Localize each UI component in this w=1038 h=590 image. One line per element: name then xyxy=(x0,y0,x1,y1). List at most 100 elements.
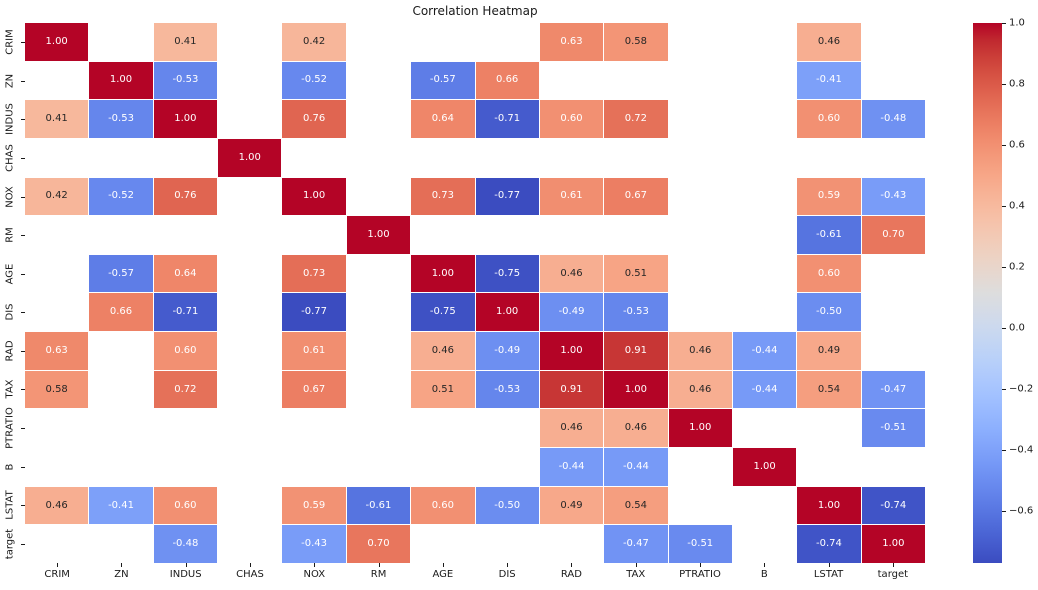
heatmap-cell: 0.60 xyxy=(797,100,861,138)
heatmap-cell: 1.00 xyxy=(25,23,89,61)
y-tick-mark xyxy=(21,389,25,391)
y-axis-label: CRIM xyxy=(4,29,16,56)
heatmap-cell xyxy=(475,23,539,61)
heatmap-cell xyxy=(732,177,797,216)
heatmap-cell: -0.74 xyxy=(861,486,925,525)
x-axis-label: AGE xyxy=(432,569,454,580)
heatmap-cell xyxy=(218,23,282,61)
heatmap-cell xyxy=(797,409,861,448)
heatmap-cell xyxy=(668,254,732,293)
x-tick-mark xyxy=(57,563,59,567)
heatmap-cell xyxy=(604,138,668,177)
heatmap-cell: 1.00 xyxy=(797,486,861,525)
heatmap-cell: -0.51 xyxy=(861,409,925,448)
heatmap-cell: 0.41 xyxy=(153,23,218,61)
y-axis-label: DIS xyxy=(4,303,16,321)
y-tick-mark xyxy=(21,158,25,159)
heatmap-cell: -0.50 xyxy=(797,293,861,332)
x-tick-mark xyxy=(314,563,316,567)
heatmap-cell xyxy=(89,23,153,61)
colorbar-tick-label: −0.6 xyxy=(1009,505,1034,517)
heatmap-cell: -0.41 xyxy=(89,486,153,525)
y-axis-label: target xyxy=(4,528,16,559)
heatmap-cell xyxy=(346,61,411,100)
heatmap-grid: 1.00 0.41 0.42 0.63 0.58 0.46 1.00 -0.53 -0.52 -0… xyxy=(25,23,925,563)
y-axis-label: INDUS xyxy=(4,103,16,136)
heatmap-cell: 0.60 xyxy=(797,254,861,293)
heatmap-cell: 0.66 xyxy=(89,293,153,332)
heatmap-cell: 0.54 xyxy=(604,486,668,525)
heatmap-cell xyxy=(282,448,346,486)
heatmap-cell: 0.61 xyxy=(539,177,604,216)
y-axis-label: RAD xyxy=(4,340,16,362)
heatmap-cell: 0.60 xyxy=(411,486,475,525)
heatmap-cell xyxy=(732,293,797,332)
heatmap-cell: 0.72 xyxy=(153,370,218,409)
colorbar-tick-mark xyxy=(1002,206,1006,208)
y-tick-mark xyxy=(21,466,25,468)
heatmap-cell xyxy=(346,448,411,486)
heatmap-cell xyxy=(732,525,797,563)
heatmap-cell xyxy=(475,525,539,563)
colorbar-tick-mark xyxy=(1002,267,1006,269)
colorbar-tick-label: −0.2 xyxy=(1009,383,1034,395)
heatmap-cell xyxy=(411,216,475,254)
heatmap-cell xyxy=(861,293,925,332)
heatmap-cell: 0.59 xyxy=(282,486,346,525)
y-axis-label: NOX xyxy=(4,185,16,208)
x-axis-label: CHAS xyxy=(236,569,264,580)
heatmap-cell: -0.77 xyxy=(282,293,346,332)
heatmap-cell: -0.53 xyxy=(153,61,218,100)
heatmap-cell xyxy=(539,138,604,177)
heatmap-cell: 0.76 xyxy=(153,177,218,216)
x-tick-mark xyxy=(892,563,894,567)
x-tick-mark xyxy=(635,563,637,567)
colorbar-tick-label: 0.6 xyxy=(1009,139,1025,151)
x-axis-label: PTRATIO xyxy=(679,569,721,580)
heatmap-cell: 0.70 xyxy=(861,216,925,254)
heatmap-cell: 0.60 xyxy=(153,332,218,370)
heatmap-cell: -0.47 xyxy=(861,370,925,409)
heatmap-cell xyxy=(346,254,411,293)
heatmap-cell: 0.64 xyxy=(411,100,475,138)
heatmap-cell: 0.51 xyxy=(411,370,475,409)
y-tick-mark xyxy=(21,350,25,352)
heatmap-cell xyxy=(797,138,861,177)
heatmap-cell: 0.51 xyxy=(604,254,668,293)
heatmap-cell: 0.46 xyxy=(411,332,475,370)
heatmap-cell: 1.00 xyxy=(539,332,604,370)
heatmap-cell xyxy=(89,448,153,486)
heatmap-cell xyxy=(732,61,797,100)
colorbar-tick-label: 0.8 xyxy=(1009,78,1025,90)
x-tick-mark xyxy=(442,563,444,567)
heatmap-cell: -0.61 xyxy=(346,486,411,525)
heatmap-cell xyxy=(153,216,218,254)
heatmap-cell xyxy=(218,177,282,216)
x-tick-mark xyxy=(250,563,251,567)
heatmap-cell xyxy=(25,409,89,448)
heatmap-cell: -0.44 xyxy=(539,448,604,486)
heatmap-cell: -0.51 xyxy=(668,525,732,563)
heatmap-cell xyxy=(411,448,475,486)
heatmap-cell: 0.49 xyxy=(539,486,604,525)
heatmap-cell xyxy=(218,332,282,370)
heatmap-cell xyxy=(861,23,925,61)
heatmap-cell: -0.44 xyxy=(732,332,797,370)
colorbar-tick-mark xyxy=(1002,511,1006,513)
heatmap-cell xyxy=(218,216,282,254)
heatmap-cell: 0.54 xyxy=(797,370,861,409)
heatmap-cell xyxy=(732,409,797,448)
heatmap-cell xyxy=(218,409,282,448)
heatmap-cell xyxy=(153,409,218,448)
x-axis-label: INDUS xyxy=(169,569,202,580)
heatmap-cell: -0.49 xyxy=(539,293,604,332)
heatmap-cell: 1.00 xyxy=(861,525,925,563)
heatmap-cell: 1.00 xyxy=(282,177,346,216)
heatmap-cell: 0.46 xyxy=(25,486,89,525)
heatmap-cell: -0.44 xyxy=(732,370,797,409)
x-axis-label: TAX xyxy=(626,569,646,580)
heatmap-cell xyxy=(282,409,346,448)
x-axis-label: CRIM xyxy=(44,569,70,580)
y-tick-mark xyxy=(21,505,25,507)
heatmap-cell: 1.00 xyxy=(668,409,732,448)
